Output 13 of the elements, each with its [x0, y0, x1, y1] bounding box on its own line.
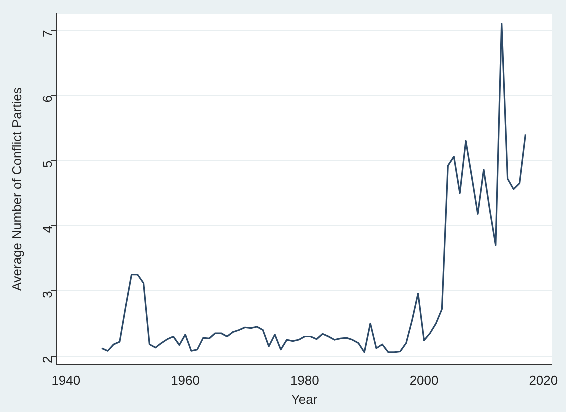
y-tick-label: 4 [40, 226, 55, 234]
x-tick-label: 2000 [410, 373, 439, 388]
y-tick-label: 3 [40, 291, 55, 298]
y-tick-label: 2 [40, 356, 55, 364]
y-tick-label: 6 [40, 96, 55, 103]
x-tick-label: 1940 [52, 373, 81, 388]
y-axis-title: Average Number of Conflict Parties [9, 87, 24, 292]
x-tick-label: 2020 [529, 373, 558, 388]
y-tick-label: 7 [40, 30, 55, 38]
y-tick-label: 5 [40, 160, 55, 168]
x-tick-label: 1980 [290, 373, 320, 388]
x-axis-title: Year [291, 392, 318, 407]
x-tick-label: 1960 [171, 373, 200, 388]
